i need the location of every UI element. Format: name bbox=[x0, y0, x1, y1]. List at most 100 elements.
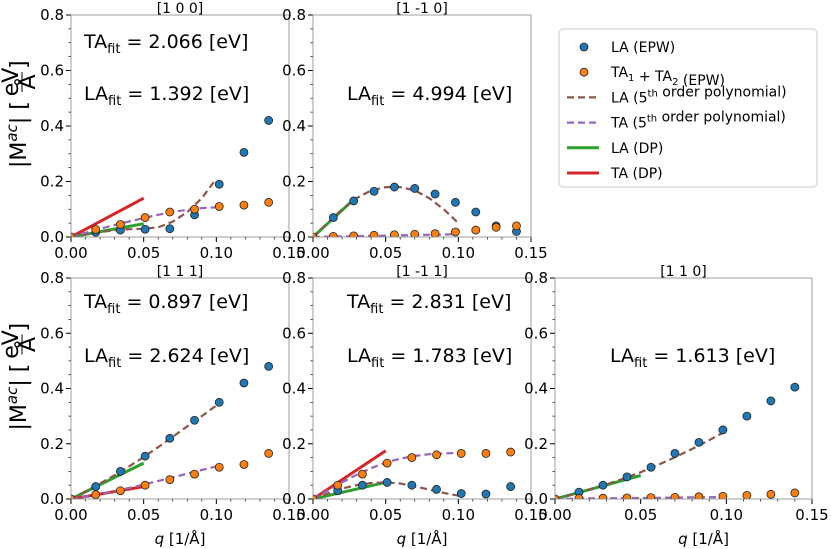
la-fit-annotation-label: LA bbox=[84, 345, 108, 367]
la_points-point bbox=[622, 472, 632, 482]
la_points-point bbox=[694, 437, 704, 447]
y-tick-label: 0.8 bbox=[40, 269, 64, 287]
y-tick-label: 0.0 bbox=[282, 228, 306, 246]
x-axis-label: q [1/Å] bbox=[155, 529, 206, 548]
la_points-point bbox=[328, 213, 338, 222]
la-fit-annotation-label: LA bbox=[347, 83, 371, 105]
x-tick-label: 0.15 bbox=[272, 506, 305, 524]
ta_points-point bbox=[239, 460, 249, 469]
x-axis-label-unit: [1/Å] bbox=[164, 529, 205, 548]
x-tick-label: 0.15 bbox=[514, 506, 547, 524]
la-fit-annotation-label: LA bbox=[347, 345, 371, 367]
y-tick-label: 0.0 bbox=[282, 490, 306, 508]
ta_points-point bbox=[555, 494, 560, 499]
y-label-m: |M bbox=[7, 142, 32, 168]
x-tick-label: 0.00 bbox=[54, 244, 87, 262]
la_points-point bbox=[214, 397, 224, 407]
la-fit-annotation-subscript: fit bbox=[108, 94, 121, 109]
x-tick-label: 0.00 bbox=[54, 506, 87, 524]
la_points-point bbox=[264, 361, 274, 371]
y-tick-label: 0.8 bbox=[524, 269, 548, 287]
la_points-point bbox=[239, 147, 249, 157]
panel-1: 0.00 0.05 0.10 0.150.00.20.40.60.8 [1 0 0]TA… bbox=[0, 1, 306, 262]
ta_points-point bbox=[430, 229, 440, 237]
la-fit-annotation: LAfit = 4.994 [eV] bbox=[347, 83, 512, 109]
ta_points-point bbox=[389, 230, 399, 237]
la_dp-line bbox=[313, 480, 387, 499]
la_points-point bbox=[718, 425, 728, 435]
ta_points-point bbox=[491, 222, 501, 232]
la_points-point bbox=[598, 480, 608, 490]
ta-fit-annotation-label: TA bbox=[83, 291, 107, 313]
ta_points-point bbox=[790, 488, 800, 498]
ta_points-point bbox=[190, 469, 199, 479]
y-tick-label: 0.4 bbox=[40, 117, 64, 135]
panel-5: 0.00 0.05 0.10 0.15 0.0 0.2 0.4 0.6 0.8 [1 1 0] LA… bbox=[524, 264, 829, 548]
y-label-m: |M bbox=[7, 404, 32, 430]
y-tick-label: 0.0 bbox=[40, 490, 64, 508]
legend-label: LA (EPW) bbox=[611, 40, 675, 56]
x-tick-label: 0.05 bbox=[127, 506, 160, 524]
la_points-point bbox=[91, 482, 101, 491]
y-tick-label: 0.4 bbox=[40, 380, 64, 398]
x-tick-label: 0.15 bbox=[272, 244, 305, 262]
la-fit-annotation: LAfit = 1.392 [eV] bbox=[84, 83, 249, 109]
la_points-point bbox=[646, 462, 656, 472]
y-label-bracket: | [ bbox=[7, 364, 32, 387]
ta_points-point bbox=[328, 232, 338, 237]
la_points-point bbox=[239, 378, 249, 388]
legend-label-part: 1 bbox=[628, 73, 634, 84]
ta_points-point bbox=[718, 491, 728, 499]
y-label-denominator: Å bbox=[14, 337, 41, 352]
legend-label-part: th bbox=[647, 114, 657, 125]
axes-frame bbox=[70, 14, 290, 238]
ta_points-point bbox=[358, 469, 367, 479]
la_points-point bbox=[670, 449, 680, 458]
y-label-sup: ac bbox=[3, 123, 21, 141]
y-label-denominator: Å bbox=[14, 74, 41, 89]
la_points-point bbox=[430, 189, 440, 199]
legend-label-part: order polynomial) bbox=[658, 84, 787, 100]
ta_points-legend-marker bbox=[579, 67, 589, 77]
ta_points-point bbox=[333, 480, 343, 490]
ta_points-point bbox=[71, 232, 76, 237]
ta_points-point bbox=[451, 227, 460, 237]
la_points-point bbox=[407, 480, 417, 490]
y-tick-label: 0.6 bbox=[40, 62, 64, 80]
ta-fit-annotation-subscript: fit bbox=[370, 302, 383, 317]
x-axis-label-unit: [1/Å] bbox=[688, 529, 729, 548]
la_points-point bbox=[190, 415, 199, 425]
la-fit-annotation: LAfit = 2.624 [eV] bbox=[84, 345, 249, 371]
legend-label-part: TA (DP) bbox=[610, 166, 663, 182]
la_points-point bbox=[766, 396, 776, 406]
ta_points-point bbox=[694, 492, 704, 499]
ta_points-point bbox=[349, 231, 359, 237]
y-tick-label: 0.0 bbox=[40, 228, 64, 246]
x-axis-label-unit: [1/Å] bbox=[406, 529, 447, 548]
la-fit-annotation-value: = 1.392 [eV] bbox=[121, 83, 249, 105]
la_points-point bbox=[116, 466, 125, 476]
legend-label: TA (5th order polynomial) bbox=[610, 110, 786, 132]
legend-label-part: TA (5 bbox=[610, 116, 647, 132]
ta_points-point bbox=[369, 230, 379, 237]
x-axis-label-q: q bbox=[155, 530, 165, 548]
ta_points-point bbox=[432, 450, 441, 460]
y-tick-label: 0.0 bbox=[524, 490, 548, 508]
x-tick-label: 0.10 bbox=[442, 506, 475, 524]
ta-fit-annotation: TAfit = 2.831 [eV] bbox=[346, 291, 511, 317]
legend-label-part: order polynomial) bbox=[657, 110, 786, 126]
legend-item-ta_dp: TA (DP) bbox=[567, 166, 663, 182]
plot-area bbox=[555, 382, 800, 499]
y-label-numerator: eV bbox=[0, 330, 24, 359]
ta-fit-annotation-label: TA bbox=[346, 291, 370, 313]
y-axis-label: |Mac| [eVÅ] bbox=[0, 60, 41, 168]
ta_points-point bbox=[766, 489, 776, 499]
panel-2: 0.00 0.05 0.10 0.15 0.0 0.2 0.4 0.6 0.8 [1 -1 0] L… bbox=[282, 1, 548, 262]
x-tick-label: 0.10 bbox=[200, 244, 233, 262]
x-axis-label-q: q bbox=[397, 530, 407, 548]
x-tick-label: 0.00 bbox=[296, 506, 329, 524]
la_points-point bbox=[165, 433, 175, 443]
la_points-point bbox=[369, 186, 379, 196]
